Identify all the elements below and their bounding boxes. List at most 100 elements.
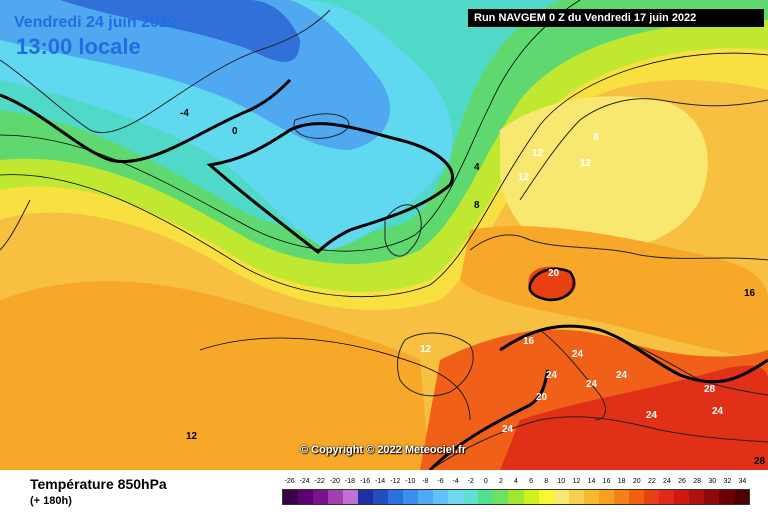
legend-label: 10	[557, 478, 566, 485]
legend-swatch	[418, 490, 434, 504]
legend-label: 14	[587, 478, 596, 485]
legend-swatch	[628, 490, 644, 504]
label-24g: 24	[712, 406, 724, 417]
label-28b: 28	[754, 456, 766, 467]
legend-swatch	[463, 490, 479, 504]
legend-swatch	[328, 490, 344, 504]
legend-swatch	[358, 490, 374, 504]
label-24a: 24	[572, 349, 584, 360]
legend-label: 24	[663, 478, 671, 485]
legend-swatch	[688, 490, 704, 504]
label-20b: 20	[536, 392, 548, 403]
legend-swatch	[613, 490, 629, 504]
label-16b: 16	[523, 336, 535, 347]
legend-swatch	[433, 490, 449, 504]
field-orange-sw	[0, 281, 430, 470]
run-info-box: Run NAVGEM 0 Z du Vendredi 17 juin 2022	[468, 9, 764, 27]
legend-label: 8	[544, 478, 549, 485]
legend-swatch	[658, 490, 674, 504]
legend-swatch	[313, 490, 329, 504]
legend-label: -6	[437, 478, 444, 485]
legend-swatch	[388, 490, 404, 504]
legend-swatch	[643, 490, 659, 504]
legend-label: 18	[617, 478, 626, 485]
legend-label: -2	[467, 478, 474, 485]
legend-label: -16	[359, 478, 371, 485]
label-16a: 16	[744, 288, 756, 299]
legend-label: 16	[602, 478, 611, 485]
isotherm-thin	[0, 0, 768, 421]
label-12c: 12	[518, 172, 530, 183]
legend-label: -10	[405, 478, 416, 485]
legend-swatch	[598, 490, 614, 504]
label-24b: 24	[546, 370, 558, 381]
contour-labels: -4 0 4 8 12 12 12 8 16 16 20 20 24 24 24…	[180, 108, 766, 467]
valid-date: Vendredi 24 juin 2022	[14, 14, 177, 31]
label-24c: 24	[586, 379, 598, 390]
label-8: 8	[474, 200, 480, 211]
legend-scale-labels: -26 -24 -22 -20 -18 -16 -14 -12 -10 -8 -6 -4 -2 0 2 4 6 8…	[282, 478, 748, 488]
legend-swatch	[448, 490, 464, 504]
label-m4: -4	[180, 108, 189, 119]
legend-label: 2	[498, 478, 503, 485]
label-24e: 24	[646, 410, 658, 421]
legend-label: -22	[314, 478, 325, 485]
label-0: 0	[232, 126, 238, 137]
coastlines	[0, 9, 768, 470]
field-scandinavia	[500, 96, 708, 253]
label-12d: 12	[420, 344, 432, 355]
legend-label: 6	[529, 478, 534, 485]
legend-swatch	[673, 490, 689, 504]
legend-swatch	[523, 490, 539, 504]
legend-label: -12	[390, 478, 401, 485]
field-germany-hot	[528, 266, 576, 301]
legend-swatch	[508, 490, 524, 504]
legend-label: 4	[514, 478, 518, 485]
legend-swatch	[733, 490, 749, 504]
legend-color-bar	[282, 489, 750, 505]
legend-label: 0	[483, 478, 488, 485]
legend-swatch	[298, 490, 314, 504]
temperature-map: -4 0 4 8 12 12 12 8 16 16 20 20 24 24 24…	[0, 0, 768, 470]
label-24f: 24	[502, 424, 514, 435]
legend-swatch	[478, 490, 494, 504]
legend-label: 22	[647, 478, 656, 485]
legend-swatch	[373, 490, 389, 504]
legend-swatch	[538, 490, 554, 504]
legend-label: 34	[738, 478, 747, 485]
legend-label: -26	[284, 478, 295, 485]
legend-swatch	[283, 490, 299, 504]
valid-time: 13:00 locale	[16, 34, 141, 59]
legend-label: 30	[708, 478, 717, 485]
legend-swatch	[703, 490, 719, 504]
label-28a: 28	[704, 384, 716, 395]
legend-label: -4	[452, 478, 459, 485]
label-4: 4	[474, 162, 480, 173]
field-blue-core	[60, 0, 300, 62]
field-se-hot	[500, 365, 768, 470]
field-central-europe	[460, 226, 768, 360]
legend-label: 20	[632, 478, 641, 485]
legend-label: 28	[693, 478, 702, 485]
forecast-hour: (+ 180h)	[30, 495, 72, 507]
variable-title: Température 850hPa	[30, 476, 167, 492]
legend-label: -8	[422, 478, 429, 485]
legend-label: 12	[572, 478, 581, 485]
legend-label: -14	[375, 478, 386, 485]
legend-swatch	[493, 490, 509, 504]
legend-label: 26	[678, 478, 686, 485]
label-12b: 12	[580, 158, 592, 169]
legend-label: -18	[344, 478, 355, 485]
label-8b: 8	[593, 132, 599, 143]
label-12e: 12	[186, 431, 198, 442]
legend-label: 32	[723, 478, 732, 485]
legend-swatch	[403, 490, 419, 504]
legend-swatch	[718, 490, 734, 504]
legend-label: -20	[329, 478, 340, 485]
label-20a: 20	[548, 268, 560, 279]
legend-swatch	[343, 490, 359, 504]
legend-swatch	[568, 490, 584, 504]
legend-swatch	[583, 490, 599, 504]
copyright-notice: © Copyright © 2022 Meteociel.fr	[300, 444, 466, 456]
